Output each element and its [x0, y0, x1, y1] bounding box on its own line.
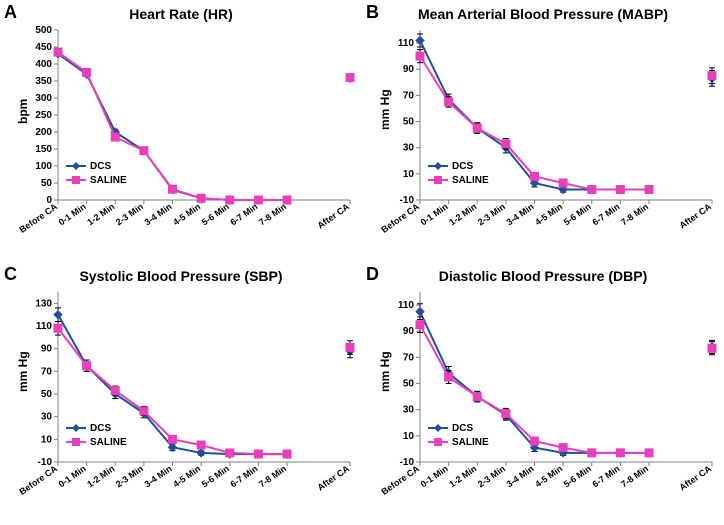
svg-text:7-8 Min: 7-8 Min	[257, 463, 288, 489]
svg-text:Before CA: Before CA	[17, 201, 59, 235]
svg-text:5-6 Min: 5-6 Min	[200, 201, 231, 227]
svg-text:6-7 Min: 6-7 Min	[590, 463, 621, 489]
svg-text:6-7 Min: 6-7 Min	[228, 201, 259, 227]
panel-d: DDiastolic Blood Pressure (DBP)mm Hg-101…	[362, 262, 724, 524]
svg-text:4-5 Min: 4-5 Min	[171, 463, 202, 489]
svg-text:50: 50	[41, 389, 53, 400]
panel-b: BMean Arterial Blood Pressure (MABP)mm H…	[362, 0, 724, 262]
svg-text:Before CA: Before CA	[379, 463, 421, 497]
svg-text:DCS: DCS	[452, 423, 473, 434]
svg-text:30: 30	[403, 405, 415, 416]
svg-text:90: 90	[41, 344, 53, 355]
svg-text:6-7 Min: 6-7 Min	[228, 463, 259, 489]
svg-text:6-7 Min: 6-7 Min	[590, 201, 621, 227]
svg-text:0-1 Min: 0-1 Min	[419, 201, 450, 227]
svg-text:3-4 Min: 3-4 Min	[505, 463, 536, 489]
svg-text:7-8 Min: 7-8 Min	[619, 463, 650, 489]
svg-text:150: 150	[35, 144, 52, 155]
svg-text:4-5 Min: 4-5 Min	[171, 201, 202, 227]
chart-svg: -101030507090110Before CA0-1 Min1-2 Min2…	[362, 262, 724, 524]
svg-text:10: 10	[41, 434, 53, 445]
svg-text:10: 10	[403, 431, 415, 442]
svg-text:DCS: DCS	[452, 161, 473, 172]
svg-text:300: 300	[35, 93, 52, 104]
svg-text:3-4 Min: 3-4 Min	[143, 463, 174, 489]
svg-text:250: 250	[35, 110, 52, 121]
svg-text:1-2 Min: 1-2 Min	[85, 463, 116, 489]
svg-text:5-6 Min: 5-6 Min	[562, 201, 593, 227]
svg-text:SALINE: SALINE	[90, 437, 127, 448]
svg-text:3-4 Min: 3-4 Min	[143, 201, 174, 227]
svg-text:0-1 Min: 0-1 Min	[57, 463, 88, 489]
svg-text:110: 110	[398, 38, 415, 49]
svg-text:110: 110	[36, 321, 53, 332]
svg-text:350: 350	[35, 76, 52, 87]
svg-text:5-6 Min: 5-6 Min	[562, 463, 593, 489]
chart-svg: -101030507090110Before CA0-1 Min1-2 Min2…	[362, 0, 724, 262]
svg-text:130: 130	[35, 298, 52, 309]
svg-text:0-1 Min: 0-1 Min	[419, 463, 450, 489]
svg-text:After CA: After CA	[315, 201, 351, 230]
svg-text:30: 30	[403, 143, 415, 154]
svg-text:Before CA: Before CA	[379, 201, 421, 235]
svg-text:2-3 Min: 2-3 Min	[114, 201, 145, 227]
svg-text:500: 500	[35, 25, 52, 36]
svg-text:1-2 Min: 1-2 Min	[447, 201, 478, 227]
svg-text:30: 30	[41, 412, 53, 423]
svg-text:DCS: DCS	[90, 161, 111, 172]
svg-text:50: 50	[403, 117, 415, 128]
svg-text:2-3 Min: 2-3 Min	[476, 463, 507, 489]
panel-a: AHeart Rate (HR)bpm050100150200250300350…	[0, 0, 362, 262]
figure: AHeart Rate (HR)bpm050100150200250300350…	[0, 0, 724, 525]
svg-text:1-2 Min: 1-2 Min	[85, 201, 116, 227]
svg-text:1-2 Min: 1-2 Min	[447, 463, 478, 489]
svg-text:10: 10	[403, 169, 415, 180]
svg-text:50: 50	[41, 178, 53, 189]
svg-text:SALINE: SALINE	[90, 175, 127, 186]
svg-text:2-3 Min: 2-3 Min	[476, 201, 507, 227]
svg-text:70: 70	[41, 366, 53, 377]
svg-text:2-3 Min: 2-3 Min	[114, 463, 145, 489]
svg-text:7-8 Min: 7-8 Min	[619, 201, 650, 227]
svg-text:0-1 Min: 0-1 Min	[57, 201, 88, 227]
svg-text:3-4 Min: 3-4 Min	[505, 201, 536, 227]
svg-text:After CA: After CA	[677, 463, 713, 492]
panel-c: CSystolic Blood Pressure (SBP)mm Hg-1010…	[0, 262, 362, 524]
svg-text:100: 100	[35, 161, 52, 172]
svg-text:90: 90	[403, 326, 415, 337]
svg-text:70: 70	[403, 90, 415, 101]
svg-text:5-6 Min: 5-6 Min	[200, 463, 231, 489]
svg-text:SALINE: SALINE	[452, 175, 489, 186]
svg-text:110: 110	[398, 300, 415, 311]
svg-text:70: 70	[403, 352, 415, 363]
svg-text:SALINE: SALINE	[452, 437, 489, 448]
svg-text:400: 400	[35, 59, 52, 70]
svg-text:Before CA: Before CA	[17, 463, 59, 497]
svg-text:DCS: DCS	[90, 423, 111, 434]
chart-svg: -101030507090110130Before CA0-1 Min1-2 M…	[0, 262, 362, 524]
svg-text:450: 450	[35, 42, 52, 53]
svg-text:After CA: After CA	[677, 201, 713, 230]
chart-svg: 050100150200250300350400450500Before CA0…	[0, 0, 362, 262]
svg-text:90: 90	[403, 64, 415, 75]
svg-text:200: 200	[35, 127, 52, 138]
svg-text:After CA: After CA	[315, 463, 351, 492]
svg-text:4-5 Min: 4-5 Min	[533, 463, 564, 489]
svg-text:7-8 Min: 7-8 Min	[257, 201, 288, 227]
svg-text:4-5 Min: 4-5 Min	[533, 201, 564, 227]
svg-text:50: 50	[403, 379, 415, 390]
